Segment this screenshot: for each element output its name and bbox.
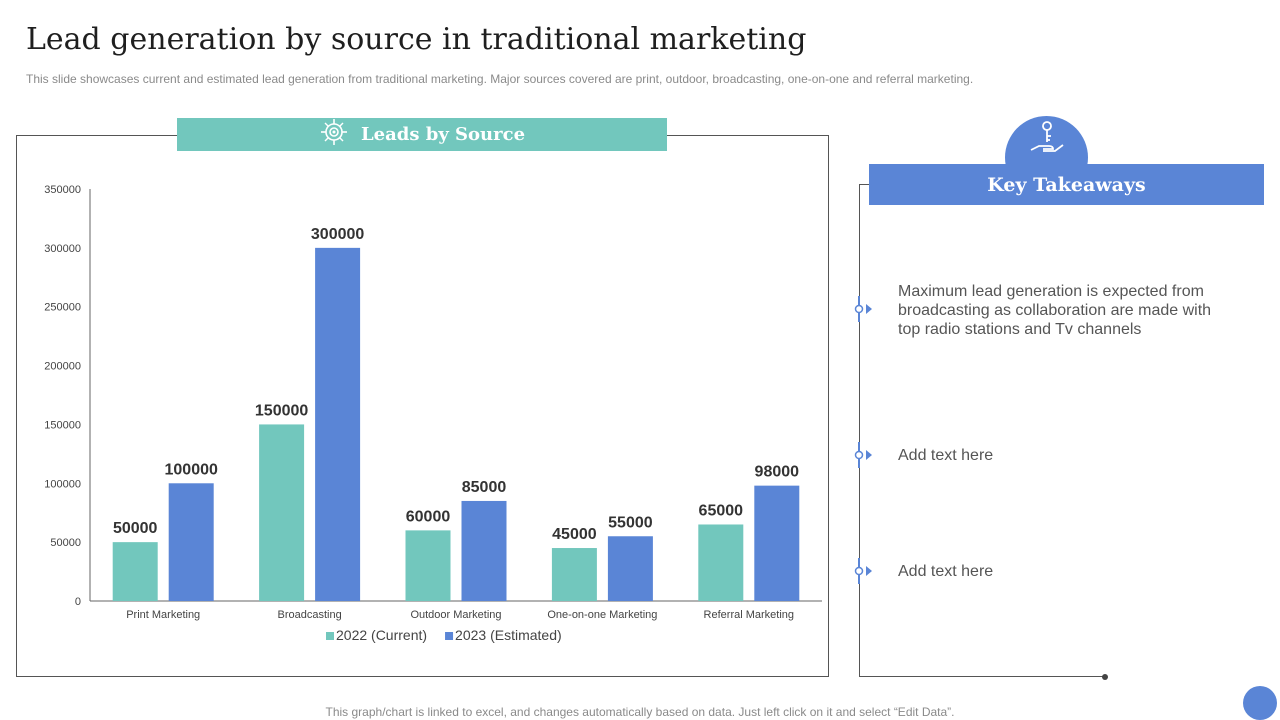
data-label: 60000 <box>406 508 451 525</box>
chart-header: Leads by Source <box>177 118 667 151</box>
takeaway-text-1: Maximum lead generation is expected from… <box>898 283 1212 338</box>
y-tick-label: 350000 <box>44 184 81 196</box>
y-tick-label: 200000 <box>44 361 81 373</box>
y-tick-label: 250000 <box>44 302 81 314</box>
bar <box>168 483 214 601</box>
bar <box>754 485 800 601</box>
hand-key-icon <box>1027 118 1067 163</box>
takeaway-marker-icon <box>852 296 878 327</box>
takeaway-marker-icon <box>852 558 878 589</box>
data-label: 150000 <box>255 402 308 419</box>
takeaways-header: Key Takeaways <box>869 164 1264 205</box>
bar <box>405 530 451 601</box>
corner-dot <box>1243 686 1277 720</box>
frame-end-dot <box>1102 674 1108 680</box>
data-label: 65000 <box>699 502 744 519</box>
y-tick-label: 300000 <box>44 243 81 255</box>
x-tick-label: Outdoor Marketing <box>410 609 501 621</box>
x-tick-label: Referral Marketing <box>704 609 794 621</box>
takeaway-text-2: Add text here <box>898 447 994 464</box>
data-label: 85000 <box>462 479 507 496</box>
data-label: 300000 <box>311 226 364 243</box>
bar <box>315 247 361 601</box>
bar-chart: 0 50000 100000 150000 200000 250000 300000 3500… <box>44 184 822 643</box>
takeaways-title: Key Takeaways <box>987 173 1146 196</box>
takeaway-marker-icon <box>852 442 878 473</box>
legend-swatch <box>326 632 334 640</box>
page-title: Lead generation by source in traditional… <box>26 22 807 57</box>
bar <box>259 424 305 601</box>
data-label: 98000 <box>755 464 800 481</box>
y-tick-label: 100000 <box>44 478 81 490</box>
chart-header-title: Leads by Source <box>360 124 526 145</box>
bar <box>698 524 744 601</box>
bar <box>551 548 597 601</box>
x-tick-label: One-on-one Marketing <box>547 609 657 621</box>
footer-note: This graph/chart is linked to excel, and… <box>325 705 955 719</box>
data-label: 45000 <box>552 526 597 543</box>
bar <box>461 500 507 601</box>
bar <box>112 542 158 601</box>
legend-label: 2023 (Estimated) <box>455 627 562 643</box>
takeaways-frame <box>859 184 1105 677</box>
data-label: 55000 <box>608 514 653 531</box>
y-tick-label: 50000 <box>50 537 81 549</box>
x-tick-label: Print Marketing <box>126 609 200 621</box>
x-tick-label: Broadcasting <box>277 609 341 621</box>
target-icon <box>319 117 349 152</box>
takeaway-text-3: Add text here <box>898 563 994 580</box>
bar <box>607 536 653 601</box>
y-tick-label: 0 <box>75 596 81 608</box>
page-subtitle: This slide showcases current and estimat… <box>26 72 974 86</box>
y-tick-label: 150000 <box>44 419 81 431</box>
legend-label: 2022 (Current) <box>336 627 427 643</box>
data-label: 50000 <box>113 520 158 537</box>
data-label: 100000 <box>165 461 218 478</box>
legend-swatch <box>445 632 454 640</box>
